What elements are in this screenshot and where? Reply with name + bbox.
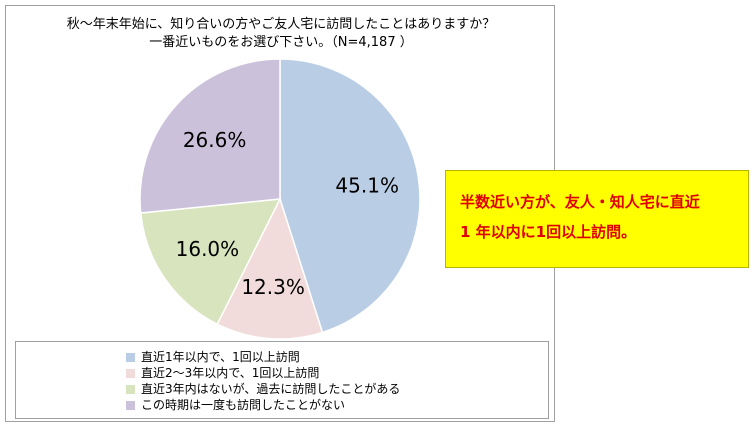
pie-slice-label-4: 26.6%	[183, 128, 247, 152]
legend-item-2: 直近2～3年以内で、1回以上訪問	[126, 365, 548, 381]
legend-swatch-1	[126, 353, 135, 362]
callout-line-1: 半数近い方が、友人・知人宅に直近	[460, 193, 700, 211]
legend-item-1: 直近1年以内で、1回以上訪問	[126, 349, 548, 365]
legend-item-4: この時期は一度も訪問したことがない	[126, 397, 548, 413]
pie-slice-label-1: 45.1%	[335, 174, 399, 198]
pie-slice-label-3: 16.0%	[176, 237, 240, 261]
summary-callout: 半数近い方が、友人・知人宅に直近 1 年以内に1回以上訪問。	[445, 170, 749, 268]
legend-swatch-2	[126, 369, 135, 378]
pie-chart: 45.1% 12.3%16.0% 26.6%	[139, 58, 421, 340]
legend-label-3: 直近3年内はないが、過去に訪問したことがある	[141, 382, 401, 396]
chart-title: 秋～年末年始に、知り合いの方やご友人宅に訪問したことはありますか？ 一番近いもの…	[6, 16, 556, 52]
pie-slice-1	[279, 58, 421, 334]
chart-title-line-1: 秋～年末年始に、知り合いの方やご友人宅に訪問したことはありますか？	[66, 17, 496, 32]
legend-item-3: 直近3年内はないが、過去に訪問したことがある	[126, 381, 548, 397]
chart-legend: 直近1年以内で、1回以上訪問直近2～3年以内で、1回以上訪問直近3年内はないが、…	[15, 341, 549, 419]
pie-slice-label-2: 12.3%	[241, 275, 305, 299]
callout-line-2: 1 年以内に1回以上訪問。	[460, 223, 637, 241]
legend-label-2: 直近2～3年以内で、1回以上訪問	[141, 366, 320, 380]
legend-swatch-4	[126, 401, 135, 410]
chart-title-line-2: 一番近いものをお選び下さい。（N=4,187 ）	[149, 35, 413, 50]
legend-label-4: この時期は一度も訪問したことがない	[141, 398, 346, 412]
legend-swatch-3	[126, 385, 135, 394]
pie-slice-3	[139, 198, 282, 326]
pie-slice-2	[216, 197, 324, 340]
legend-label-1: 直近1年以内で、1回以上訪問	[141, 350, 300, 364]
pie-slice-4	[139, 58, 281, 214]
